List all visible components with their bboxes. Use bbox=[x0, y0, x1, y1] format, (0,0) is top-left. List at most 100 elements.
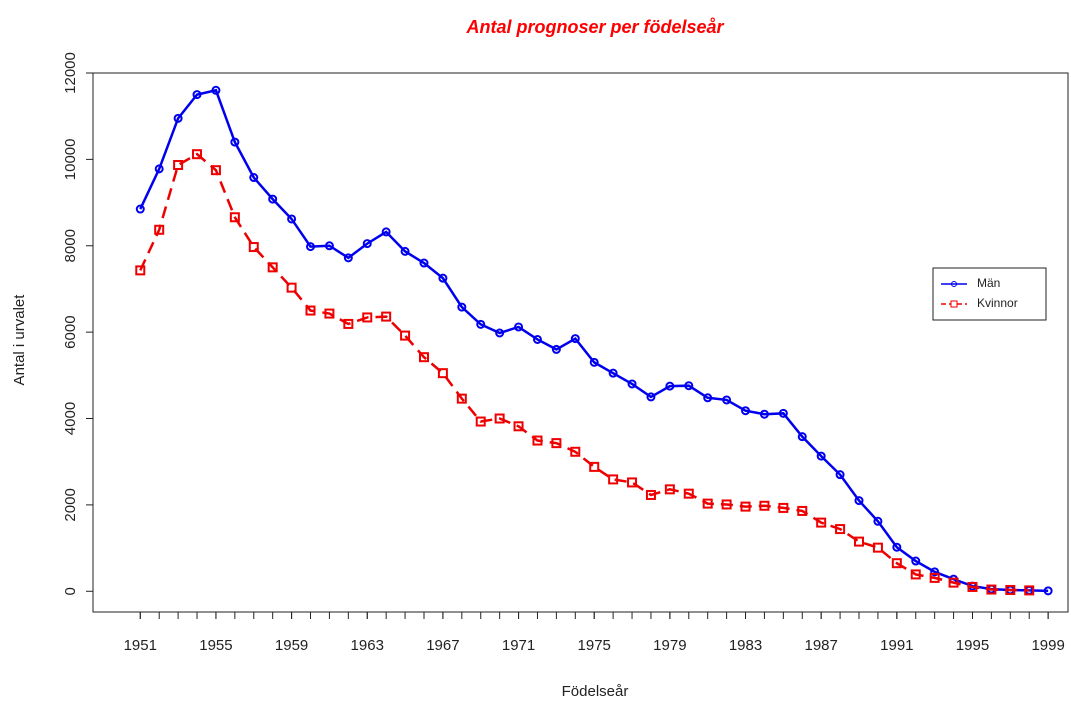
point bbox=[664, 484, 675, 495]
point bbox=[287, 214, 297, 224]
legend-box bbox=[932, 267, 1047, 321]
point bbox=[192, 90, 202, 100]
point bbox=[494, 413, 505, 424]
point bbox=[229, 212, 240, 223]
point bbox=[778, 502, 789, 513]
y-tick-label: 8000 bbox=[62, 229, 79, 262]
point bbox=[324, 241, 334, 251]
y-tick-label: 10000 bbox=[62, 139, 79, 181]
y-tick-label: 2000 bbox=[62, 488, 79, 521]
point bbox=[873, 516, 883, 526]
point bbox=[854, 496, 864, 506]
x-tick-label: 1991 bbox=[880, 637, 913, 654]
y-tick-label: 4000 bbox=[62, 402, 79, 435]
point bbox=[173, 113, 183, 123]
point bbox=[910, 569, 921, 580]
point bbox=[1043, 586, 1053, 596]
point bbox=[400, 246, 410, 256]
point bbox=[381, 311, 392, 322]
point bbox=[475, 416, 486, 427]
plot-frame bbox=[92, 72, 1069, 613]
point bbox=[513, 421, 524, 432]
point bbox=[797, 432, 807, 442]
point bbox=[211, 85, 221, 95]
point bbox=[286, 282, 297, 293]
point bbox=[835, 524, 846, 535]
point bbox=[797, 505, 808, 516]
point bbox=[362, 312, 373, 323]
point bbox=[154, 164, 164, 174]
x-tick-label: 1951 bbox=[124, 637, 157, 654]
x-tick-label: 1987 bbox=[804, 637, 837, 654]
point bbox=[835, 470, 845, 480]
point bbox=[929, 572, 940, 583]
point bbox=[343, 318, 354, 329]
point bbox=[645, 489, 656, 500]
x-tick-label: 1971 bbox=[502, 637, 535, 654]
y-tick-label: 12000 bbox=[62, 52, 79, 94]
point bbox=[570, 446, 581, 457]
point bbox=[892, 542, 902, 552]
point bbox=[986, 584, 997, 595]
point bbox=[703, 393, 713, 403]
point bbox=[1005, 584, 1016, 595]
point bbox=[551, 438, 562, 449]
y-axis-label: Antal i urvalet bbox=[11, 294, 28, 386]
point bbox=[721, 499, 732, 510]
point bbox=[570, 334, 580, 344]
point bbox=[948, 577, 959, 588]
point bbox=[476, 319, 486, 329]
point bbox=[135, 265, 146, 276]
point bbox=[438, 273, 448, 283]
x-tick-label: 1959 bbox=[275, 637, 308, 654]
point bbox=[362, 239, 372, 249]
point bbox=[930, 567, 940, 577]
point bbox=[1024, 585, 1035, 596]
point bbox=[589, 461, 600, 472]
x-axis-label: Födelseår bbox=[562, 683, 629, 700]
point bbox=[722, 395, 732, 405]
chart-title: Antal prognoser per födelseår bbox=[465, 17, 724, 37]
point bbox=[343, 253, 353, 263]
point bbox=[872, 542, 883, 553]
legend-marker bbox=[950, 300, 958, 308]
point bbox=[532, 435, 543, 446]
x-tick-label: 1979 bbox=[653, 637, 686, 654]
legend-marker bbox=[951, 281, 957, 287]
point bbox=[135, 204, 145, 214]
point bbox=[627, 477, 638, 488]
point bbox=[608, 474, 619, 485]
point bbox=[891, 558, 902, 569]
point bbox=[854, 536, 865, 547]
point bbox=[627, 379, 637, 389]
point bbox=[456, 393, 467, 404]
series-line bbox=[139, 88, 1049, 593]
point bbox=[665, 381, 675, 391]
point bbox=[381, 227, 391, 237]
x-tick-label: 1963 bbox=[351, 637, 384, 654]
point bbox=[437, 368, 448, 379]
x-tick-label: 1955 bbox=[199, 637, 232, 654]
x-tick-label: 1975 bbox=[578, 637, 611, 654]
point bbox=[324, 308, 335, 319]
point bbox=[268, 194, 278, 204]
point bbox=[740, 501, 751, 512]
point bbox=[608, 368, 618, 378]
point bbox=[495, 328, 505, 338]
point bbox=[759, 409, 769, 419]
point bbox=[589, 357, 599, 367]
point bbox=[759, 500, 770, 511]
x-tick-label: 1967 bbox=[426, 637, 459, 654]
point bbox=[267, 262, 278, 273]
point bbox=[816, 451, 826, 461]
x-tick-label: 1983 bbox=[729, 637, 762, 654]
point bbox=[967, 581, 978, 592]
x-tick-label: 1995 bbox=[956, 637, 989, 654]
point bbox=[192, 149, 203, 160]
point bbox=[154, 224, 165, 235]
y-tick-label: 0 bbox=[62, 587, 79, 595]
point bbox=[646, 392, 656, 402]
point bbox=[305, 305, 316, 316]
point bbox=[210, 165, 221, 176]
point bbox=[418, 352, 429, 363]
